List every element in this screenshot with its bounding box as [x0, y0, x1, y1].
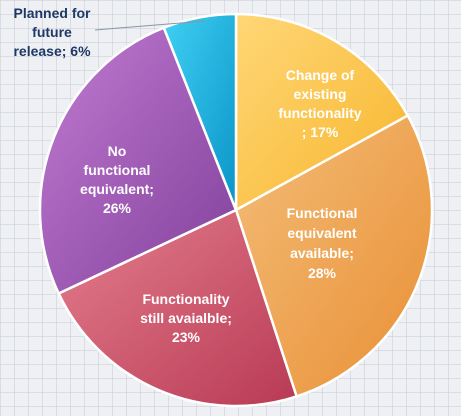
- data-label-line: 26%: [103, 200, 132, 216]
- pie-slices: [38, 12, 434, 408]
- leader-lines: [94, 20, 206, 31]
- data-label-1: Change of existing functionality ; 17%: [278, 67, 361, 140]
- data-label-line: equivalent;: [80, 181, 154, 197]
- data-label-line: Planned for: [13, 5, 91, 21]
- data-label-line: Functional: [287, 205, 358, 221]
- data-label-line: Functionality: [142, 291, 229, 307]
- data-label-line: still avaialble;: [140, 310, 232, 326]
- data-label-line: ; 17%: [302, 124, 339, 140]
- pie-slice-2: [234, 113, 434, 398]
- data-label-line: functional: [84, 162, 151, 178]
- leader-line-planned: [94, 20, 206, 31]
- data-label-5: Planned for future release; 6%: [13, 5, 91, 59]
- data-label-line: equivalent: [287, 225, 357, 241]
- data-label-line: future: [32, 24, 72, 40]
- data-label-line: functionality: [278, 105, 361, 121]
- data-label-line: available;: [290, 245, 354, 261]
- data-label-2: Functional equivalent available; 28%: [287, 205, 358, 281]
- data-label-line: Change of: [286, 67, 355, 83]
- pie-slice-1: [234, 12, 410, 213]
- data-label-line: 23%: [172, 329, 201, 345]
- data-label-line: release; 6%: [13, 43, 91, 59]
- data-label-line: existing: [294, 86, 347, 102]
- data-label-line: No: [108, 143, 127, 159]
- data-label-4: No functional equivalent; 26%: [80, 143, 154, 216]
- data-labels: Change of existing functionality ; 17% Funct…: [13, 5, 361, 345]
- data-label-3: Functionality still avaialble; 23%: [140, 291, 232, 345]
- data-label-line: 28%: [308, 265, 337, 281]
- pie-slice-3: [56, 208, 299, 408]
- pie-slice-5: [162, 12, 238, 211]
- pie-slice-4: [38, 26, 238, 296]
